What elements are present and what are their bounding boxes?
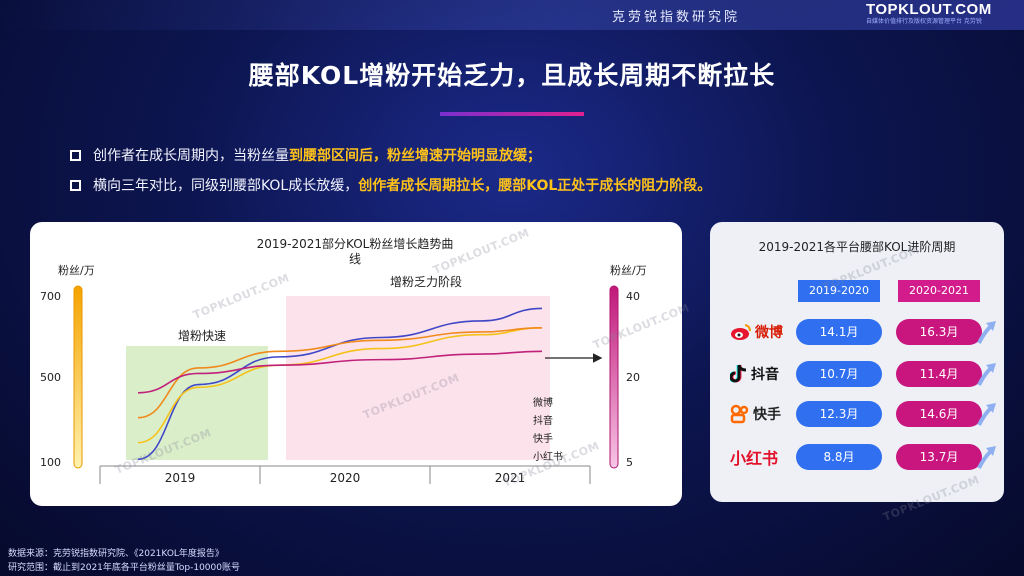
right-axis-label: 粉丝/万 (610, 264, 647, 277)
title-underline (440, 112, 584, 116)
slow-growth-region (286, 296, 550, 460)
column-header-2020-2021: 2020-2021 (898, 280, 980, 302)
chart-title-line2: 线 (349, 252, 361, 266)
rising-arrow-icon (977, 403, 996, 426)
bullet-item: 创作者在成长周期内，当粉丝量 到腰部区间后，粉丝增速开始明显放缓； (70, 140, 711, 170)
platform-name: 快手 (753, 407, 781, 423)
table-title: 2019-2021各平台腰部KOL进阶周期 (758, 240, 956, 254)
checkbox-icon (70, 149, 81, 161)
platform-name: 抖音 (751, 367, 779, 383)
series-line (137, 327, 543, 444)
slow-growth-label: 增粉乏力阶段 (390, 274, 462, 289)
cycle-table-panel: 2019-2021各平台腰部KOL进阶周期 2019-2020 2020-202… (710, 222, 1004, 502)
table-row: 小红书 8.8月 13.7月 (710, 442, 1004, 472)
bullet-prefix: 创作者在成长周期内，当粉丝量 (93, 148, 289, 164)
left-gradient-bar (73, 285, 83, 469)
table-row: 微博 14.1月 16.3月 (710, 317, 1004, 347)
growth-line-chart: 2019-2021部分KOL粉丝增长趋势曲 线 粉丝/万 粉丝/万 700 500… (40, 236, 647, 485)
legend-entry: 小红书 (533, 450, 563, 463)
bullet-highlight: 创作者成长周期拉长，腰部KOL正处于成长的阻力阶段。 (358, 178, 712, 194)
legend-entry: 微博 (533, 396, 553, 409)
rising-arrow-icon (977, 321, 996, 344)
growth-chart-panel: 2019-2021部分KOL粉丝增长趋势曲 线 粉丝/万 粉丝/万 700 500… (30, 222, 682, 506)
cycle-value-2020-2021: 13.7月 (896, 444, 982, 470)
kuaishou-logo: 快手 (730, 402, 781, 426)
bullet-list: 创作者在成长周期内，当粉丝量 到腰部区间后，粉丝增速开始明显放缓； 横向三年对比，… (70, 140, 711, 200)
fast-growth-label: 增粉快速 (178, 329, 226, 343)
table-row: 快手 12.3月 14.6月 (710, 399, 1004, 429)
cycle-value-2020-2021: 16.3月 (896, 319, 982, 345)
fast-growth-region (126, 346, 268, 460)
cycle-value-2019-2020: 10.7月 (796, 361, 882, 387)
series-line (137, 327, 543, 419)
cycle-value-2019-2020: 8.8月 (796, 444, 882, 470)
cycle-value-2020-2021: 11.4月 (896, 361, 982, 387)
xiaohongshu-logo: 小红书 (730, 445, 778, 469)
cycle-value-2019-2020: 12.3月 (796, 401, 882, 427)
top-banner (0, 0, 1024, 30)
kuaishou-icon (730, 404, 749, 424)
column-header-2019-2020: 2019-2020 (798, 280, 880, 302)
x-tick-label: 2021 (495, 471, 526, 485)
org-name: 克劳锐指数研究院 (612, 10, 741, 25)
series-line (137, 350, 543, 394)
left-tick-label: 700 (40, 290, 61, 303)
left-tick-label: 100 (40, 456, 61, 469)
brand-name: TOPKLOUT.COM (866, 1, 992, 18)
cycle-value-2020-2021: 14.6月 (896, 401, 982, 427)
brand-logo: TOPKLOUT.COM 自媒体价值排行及版权资源管理平台 克劳锐 (866, 2, 994, 28)
bullet-item: 横向三年对比，同级别腰部KOL成长放缓， 创作者成长周期拉长，腰部KOL正处于成长… (70, 170, 711, 200)
right-tick-label: 5 (626, 456, 633, 469)
weibo-icon (731, 324, 751, 340)
right-tick-label: 40 (626, 290, 640, 303)
page-title: 腰部KOL增粉开始乏力，且成长周期不断拉长 (248, 61, 776, 90)
bullet-highlight: 到腰部区间后，粉丝增速开始明显放缓； (289, 148, 541, 164)
x-tick-label: 2020 (330, 471, 361, 485)
footer-source: 数据来源：克劳锐指数研究院、《2021KOL年度报告》 (8, 549, 224, 559)
cycle-value-2019-2020: 14.1月 (796, 319, 882, 345)
right-gradient-bar (609, 285, 619, 469)
left-axis-label: 粉丝/万 (58, 264, 95, 277)
platform-name: 小红书 (730, 449, 779, 468)
right-tick-label: 20 (626, 371, 640, 384)
weibo-logo: 微博 (730, 320, 783, 344)
bullet-prefix: 横向三年对比，同级别腰部KOL成长放缓， (93, 178, 359, 194)
chart-title-line1: 2019-2021部分KOL粉丝增长趋势曲 (257, 236, 454, 251)
brand-subtitle: 自媒体价值排行及版权资源管理平台 克劳锐 (866, 18, 982, 25)
checkbox-icon (70, 179, 81, 191)
douyin-icon (730, 364, 747, 383)
rising-arrow-icon (977, 363, 996, 386)
douyin-logo: 抖音 (730, 362, 779, 386)
legend-entry: 抖音 (533, 414, 553, 427)
left-tick-label: 500 (40, 371, 61, 384)
legend-entry: 快手 (533, 432, 553, 445)
platform-name: 微博 (755, 325, 783, 341)
table-row: 抖音 10.7月 11.4月 (710, 359, 1004, 389)
rising-arrow-icon (977, 446, 996, 469)
x-tick-label: 2019 (165, 471, 196, 485)
footer-scope: 研究范围：截止到2021年底各平台粉丝量Top-10000账号 (8, 563, 240, 573)
